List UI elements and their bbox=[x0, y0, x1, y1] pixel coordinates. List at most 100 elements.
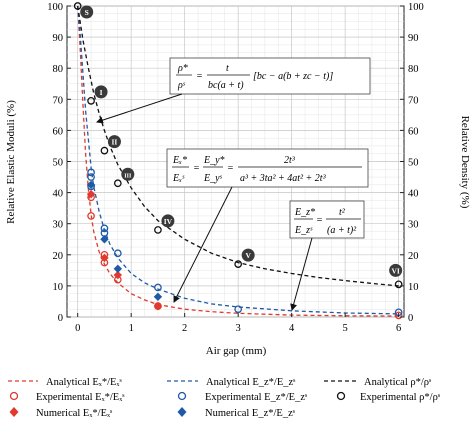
inplane-formula-ex-den: Eₓˢ bbox=[172, 173, 185, 184]
outplane-formula-den: (a + t)² bbox=[327, 225, 357, 236]
legend-experimental-rho-label: Experimental ρ*/ρˢ bbox=[360, 392, 441, 403]
experimental-point-1 bbox=[234, 305, 243, 314]
numerical-point-1 bbox=[86, 180, 96, 190]
axis-ticks: 0 1 2 3 4 5 6010203040506070809010001020304050… bbox=[47, 2, 424, 334]
analytical-curve-2 bbox=[77, 5, 399, 287]
legend-numerical-ex-label: Numerical Eₓ*/Eₓˢ bbox=[36, 408, 113, 419]
inplane-formula-ey-num: E_y* bbox=[203, 155, 225, 166]
experimental-point-2 bbox=[154, 226, 162, 234]
experimental-point-0 bbox=[87, 212, 95, 220]
density-formula-box: ρ* ρˢ = t bc(a + t) [bc − a(b + zc − t)] bbox=[169, 57, 371, 95]
legend-analytical-rho-label: Analytical ρ*/ρˢ bbox=[364, 377, 432, 388]
inplane-formula-den: a³ + 3ta² + 4at² + 2t³ bbox=[240, 173, 327, 184]
outplane-formula-lhs-den: E_zˢ bbox=[294, 225, 313, 236]
experimental-point-2 bbox=[394, 280, 403, 289]
y-tick-label: 60 bbox=[53, 126, 64, 137]
roman-badge-3 bbox=[121, 167, 135, 181]
experimental-point-1 bbox=[87, 173, 95, 181]
density-formula-eq: = bbox=[196, 71, 203, 82]
y2-tick-label: 100 bbox=[408, 2, 424, 13]
roman-badge-4 bbox=[161, 214, 175, 228]
legend-analytical-ex-label: Analytical Eₓ*/Eₓˢ bbox=[46, 377, 122, 388]
roman-badge-label-1: I bbox=[100, 88, 103, 97]
roman-badge-label-5: V bbox=[245, 251, 251, 260]
x-tick-label: 0 bbox=[75, 323, 80, 334]
numerical-point-0 bbox=[100, 253, 109, 263]
legend: Analytical Eₓ*/Eₓˢ Analytical E_z*/E_zˢ … bbox=[8, 377, 441, 419]
inplane-formula-arrow bbox=[173, 186, 233, 303]
y-tick-label: 100 bbox=[47, 2, 63, 13]
inplane-formula-num: 2t³ bbox=[284, 155, 296, 166]
experimental-point-2 bbox=[73, 2, 82, 10]
data-markers bbox=[73, 2, 403, 320]
y2-tick-label: 80 bbox=[408, 64, 419, 75]
y-tick-label: 80 bbox=[53, 64, 64, 75]
y2-tick-label: 0 bbox=[408, 313, 413, 324]
numerical-point-1 bbox=[153, 292, 163, 301]
analytical-curves bbox=[77, 5, 399, 317]
roman-badge-1 bbox=[94, 85, 108, 99]
y2-tick-label: 70 bbox=[408, 95, 419, 106]
roman-badge-label-0: S bbox=[85, 8, 89, 17]
legend-experimental-ex-label: Experimental Eₓ*/Eₓˢ bbox=[36, 392, 125, 403]
outplane-formula-num: t² bbox=[339, 207, 346, 218]
y-tick-label: 50 bbox=[53, 158, 64, 169]
roman-badge-label-2: II bbox=[112, 138, 118, 147]
x-tick-label: 2 bbox=[182, 323, 187, 334]
experimental-point-1 bbox=[154, 283, 162, 292]
y2-tick-label: 30 bbox=[408, 220, 419, 231]
inplane-formula-ex-num: Eₓ* bbox=[172, 155, 187, 166]
y-tick-label: 40 bbox=[53, 189, 64, 200]
y-tick-label: 20 bbox=[53, 251, 64, 262]
roman-badge-5 bbox=[241, 248, 255, 262]
y-tick-label: 10 bbox=[53, 282, 64, 293]
roman-badge-label-3: III bbox=[124, 173, 132, 179]
experimental-point-2 bbox=[234, 260, 243, 268]
y2-axis-title: Relative Density (%) bbox=[459, 116, 471, 209]
y-tick-label: 0 bbox=[58, 313, 63, 324]
y-axis-title: Relative Elastic Moduli (%) bbox=[5, 100, 17, 224]
density-formula-den: bc(a + t) bbox=[208, 80, 244, 91]
numerical-point-0 bbox=[86, 189, 96, 199]
x-tick-label: 1 bbox=[129, 323, 134, 334]
y-tick-label: 90 bbox=[53, 33, 64, 44]
analytical-curve-1 bbox=[77, 5, 399, 315]
numerical-point-1 bbox=[113, 264, 123, 273]
y2-tick-label: 60 bbox=[408, 126, 419, 137]
x-tick-label: 4 bbox=[289, 323, 295, 334]
experimental-point-2 bbox=[113, 179, 122, 188]
density-formula-lhs-den: ρˢ bbox=[177, 80, 186, 91]
inplane-formula-frame bbox=[166, 148, 369, 188]
legend-experimental-ex-marker bbox=[9, 391, 19, 401]
x-tick-label: 3 bbox=[236, 323, 241, 334]
legend-numerical-ez-marker bbox=[177, 407, 187, 417]
roman-badge-label-6: VI bbox=[391, 266, 399, 275]
roman-badge-2 bbox=[107, 135, 121, 149]
density-formula-num: t bbox=[226, 63, 229, 74]
legend-experimental-ez-label: Experimental E_z*/E_zˢ bbox=[205, 392, 308, 403]
numerical-point-0 bbox=[153, 301, 163, 311]
legend-analytical-ez-label: Analytical E_z*/E_zˢ bbox=[206, 377, 296, 388]
numerical-point-0 bbox=[113, 270, 123, 280]
inplane-formula-box: Eₓ* Eₓˢ = E_y* E_yˢ = 2t³ a³ + 3ta² + 4a… bbox=[166, 148, 369, 188]
inplane-formula-ey-den: E_yˢ bbox=[203, 173, 223, 184]
legend-numerical-ez-label: Numerical E_z*/E_zˢ bbox=[205, 408, 296, 419]
y-tick-label: 70 bbox=[53, 95, 64, 106]
outplane-formula-box: E_z* E_zˢ = t² (a + t)² bbox=[289, 200, 365, 239]
outplane-formula-eq: = bbox=[316, 215, 323, 226]
outplane-formula-arrow bbox=[290, 237, 313, 311]
y-tick-label: 30 bbox=[53, 220, 64, 231]
experimental-point-1 bbox=[87, 168, 95, 177]
analytical-curve-0 bbox=[77, 5, 399, 317]
experimental-point-1 bbox=[100, 224, 109, 233]
numerical-point-1 bbox=[100, 235, 109, 244]
roman-badge-0 bbox=[80, 5, 94, 19]
density-formula-frame bbox=[169, 57, 371, 95]
roman-badge-6 bbox=[389, 263, 403, 277]
legend-numerical-ex-marker bbox=[9, 407, 19, 417]
outplane-formula-lhs-num: E_z* bbox=[294, 207, 315, 218]
roman-badge-label-4: IV bbox=[164, 217, 173, 226]
inplane-formula-eq1: = bbox=[193, 163, 200, 174]
